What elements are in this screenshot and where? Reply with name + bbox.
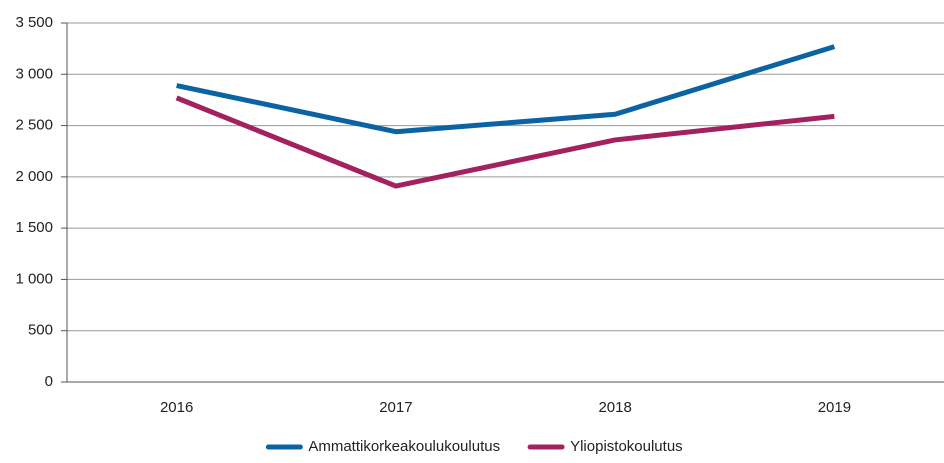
line-series [175, 95, 835, 189]
legend-label: Ammattikorkeakoulukoulutus [308, 438, 500, 455]
x-tick-label: 2018 [598, 399, 631, 416]
x-tick-label: 2016 [160, 399, 193, 416]
legend-label: Yliopistokoulutus [570, 438, 683, 455]
x-tick-label: 2019 [818, 399, 851, 416]
y-tick-label: 0 [45, 373, 53, 390]
y-tick-label: 2 500 [15, 117, 53, 134]
y-tick-label: 2 000 [15, 168, 53, 185]
y-tick-label: 1 500 [15, 219, 53, 236]
y-tick-label: 3 500 [15, 14, 53, 31]
y-tick-label: 500 [28, 322, 53, 339]
x-tick-label: 2017 [379, 399, 412, 416]
line-series [176, 44, 836, 135]
y-tick-label: 3 000 [15, 65, 53, 82]
y-tick-label: 1 000 [15, 270, 53, 287]
